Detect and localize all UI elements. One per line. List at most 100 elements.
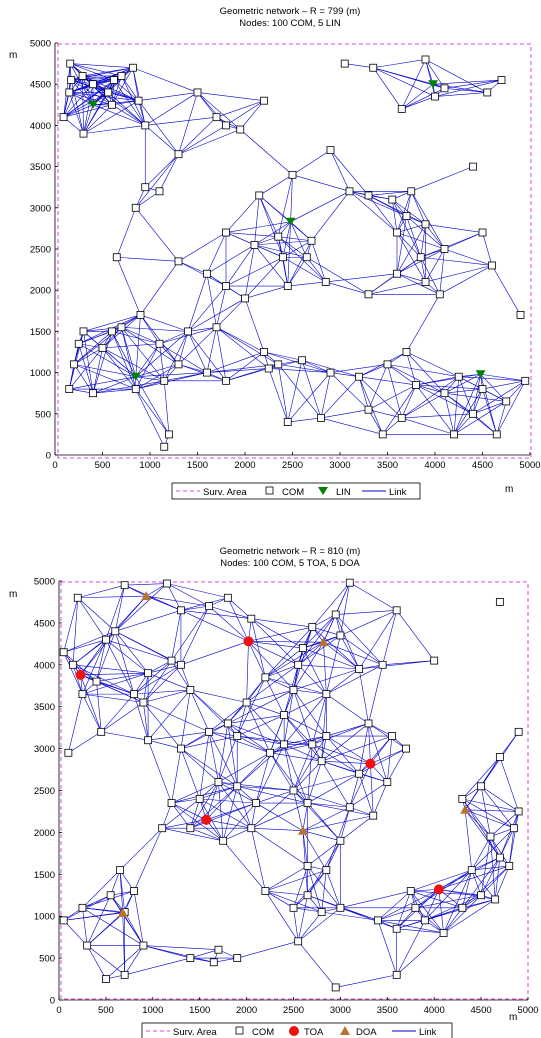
network-link — [464, 809, 473, 871]
com-node — [411, 903, 420, 912]
network-link — [307, 773, 360, 804]
network-link — [298, 635, 341, 666]
network-link — [143, 702, 182, 749]
network-link — [287, 281, 326, 287]
network-link — [135, 364, 179, 390]
network-link — [335, 614, 360, 670]
network-link — [490, 827, 515, 837]
network-link — [396, 191, 412, 233]
legend: Surv. Area COM TOA DOA Link — [141, 1022, 453, 1038]
network-link — [70, 63, 133, 69]
network-link — [187, 285, 227, 332]
network-link — [251, 790, 294, 829]
legend-toa-label: TOA — [304, 1027, 324, 1038]
com-node — [317, 908, 326, 916]
com-node — [116, 866, 124, 875]
network-link — [387, 735, 393, 783]
legend-link-label: Link — [389, 487, 407, 498]
network-link — [401, 384, 417, 419]
network-link — [251, 618, 313, 628]
network-link — [147, 740, 172, 804]
com-node — [222, 282, 230, 290]
network-link — [277, 364, 289, 423]
com-node — [69, 660, 77, 669]
network-link — [83, 104, 113, 134]
network-link — [102, 343, 160, 349]
network-link — [216, 327, 227, 381]
network-link — [287, 240, 312, 287]
network-link — [111, 314, 141, 332]
network-link — [340, 815, 374, 842]
network-link — [444, 388, 483, 394]
network-link — [373, 67, 402, 110]
network-link — [178, 232, 227, 262]
network-link — [73, 364, 136, 390]
network-link — [401, 88, 445, 110]
network-link — [246, 702, 285, 716]
toa-node — [243, 636, 254, 647]
network-link — [326, 668, 360, 695]
network-link — [438, 889, 444, 933]
network-link — [425, 248, 445, 283]
network-link — [410, 890, 444, 934]
network-link — [293, 760, 322, 791]
lin-node — [285, 217, 296, 226]
network-link — [115, 595, 147, 632]
network-link — [206, 819, 252, 829]
com-node — [174, 150, 183, 159]
network-link — [121, 327, 160, 345]
network-link — [358, 376, 417, 386]
network-link — [180, 610, 249, 642]
network-link — [146, 595, 210, 607]
network-link — [105, 639, 172, 661]
network-link — [265, 865, 308, 892]
network-link — [69, 376, 136, 390]
network-link — [180, 605, 210, 611]
com-node — [289, 903, 298, 912]
network-link — [287, 372, 331, 423]
com-node — [274, 232, 283, 241]
com-node — [165, 430, 173, 439]
network-link — [114, 631, 135, 695]
com-node — [139, 698, 148, 707]
com-node — [247, 614, 256, 623]
network-link — [63, 652, 97, 682]
network-link — [415, 384, 474, 415]
com-node — [364, 290, 373, 299]
network-link — [277, 236, 289, 287]
com-node — [222, 228, 230, 237]
network-link — [143, 702, 149, 741]
network-link — [312, 582, 351, 628]
network-link — [180, 606, 210, 665]
special-nodes — [75, 591, 471, 917]
network-link — [462, 798, 491, 837]
network-link — [259, 195, 291, 223]
special-nodes — [88, 80, 486, 381]
network-link — [227, 597, 252, 619]
y-tick-label: 0 — [46, 451, 51, 462]
network-link — [377, 890, 411, 921]
network-link — [311, 240, 327, 283]
y-tick-label: 2500 — [34, 786, 55, 797]
network-link — [330, 372, 360, 378]
network-link — [119, 870, 124, 913]
network-link — [490, 836, 496, 900]
network-link — [396, 215, 407, 274]
network-link — [268, 368, 331, 373]
network-link — [111, 104, 146, 126]
network-link — [396, 928, 444, 934]
com-node — [222, 121, 230, 130]
doa-node — [297, 825, 308, 835]
network-link — [218, 781, 294, 791]
com-node — [89, 80, 97, 89]
network-link — [116, 257, 141, 316]
network-link — [444, 248, 493, 266]
network-link — [298, 907, 341, 942]
x-axis-label: m — [505, 484, 513, 495]
com-node — [421, 220, 430, 229]
network-link — [72, 664, 135, 695]
com-node — [393, 228, 401, 237]
com-node — [92, 677, 101, 686]
com-node — [70, 360, 78, 369]
com-node — [261, 887, 270, 895]
